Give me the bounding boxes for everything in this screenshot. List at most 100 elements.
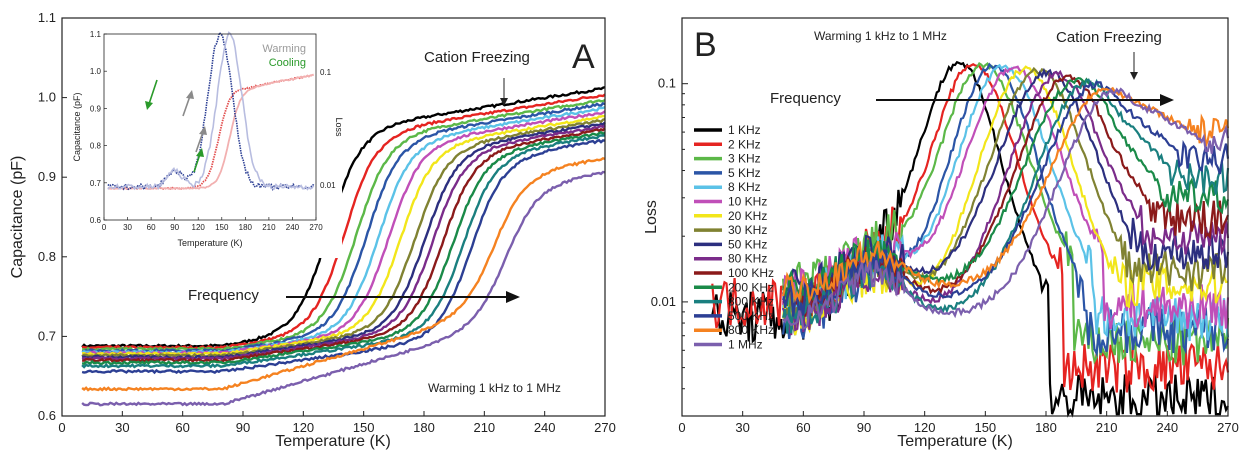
inset-ticks: 0 30 60 90 120 150 180 210 240 270 0.6 0.7 0.8 0.9 1.0… xyxy=(90,30,323,232)
panel-a-xtick: 90 xyxy=(236,420,250,435)
panel-a-ytick: 0.6 xyxy=(38,408,56,423)
inset-legend-cooling: Cooling xyxy=(269,57,306,69)
legend-label: 20 KHz xyxy=(728,209,767,223)
inset-ytick: 1.1 xyxy=(90,30,102,39)
panel-a-letter: A xyxy=(572,38,595,76)
panel-a-series-line xyxy=(81,134,605,369)
inset-ytick: 0.9 xyxy=(90,104,102,113)
panel-b-frame xyxy=(681,17,1229,417)
panel-a-frequency: Frequency xyxy=(188,287,259,304)
panel-b-letter: B xyxy=(694,26,717,64)
inset-y2label: Loss xyxy=(334,117,344,137)
panel-b-ticks: 0 30 60 90 120 150 180 210 240 270 0.01 0.1 xyxy=(651,76,1239,435)
panel-b-xtick: 180 xyxy=(1035,420,1057,435)
legend-label: 30 KHz xyxy=(728,223,767,237)
panel-b-frequency-arrow xyxy=(876,94,1174,106)
inset-series xyxy=(107,31,315,192)
panel-a-xtick: 150 xyxy=(353,420,375,435)
panel-b-xtick: 30 xyxy=(735,420,749,435)
panel-b-series xyxy=(711,60,1230,418)
panel-b-ytick: 0.01 xyxy=(651,294,676,309)
inset-xtick: 90 xyxy=(170,223,179,232)
panel-b-xtick: 240 xyxy=(1156,420,1178,435)
panel-b-xtick: 60 xyxy=(796,420,810,435)
legend-label: 5 KHz xyxy=(728,166,761,180)
legend-label: 8 KHz xyxy=(728,180,761,194)
legend-label: 500 KHz xyxy=(728,309,774,323)
panel-a-xtick: 210 xyxy=(473,420,495,435)
panel-b-cation-freezing: Cation Freezing xyxy=(1056,29,1162,46)
panel-a-warming: Warming 1 kHz to 1 MHz xyxy=(428,381,561,395)
inset-ytick: 0.7 xyxy=(90,179,102,188)
panel-b-xtick: 270 xyxy=(1217,420,1239,435)
panel-a-xtick: 0 xyxy=(58,420,65,435)
inset-ytick: 0.8 xyxy=(90,142,102,151)
panel-b-xtick: 150 xyxy=(974,420,996,435)
panel-a-cation-arrow xyxy=(500,78,508,106)
panel-a-series-line xyxy=(81,130,606,366)
inset-xtick: 270 xyxy=(309,223,323,232)
legend-label: 3 KHz xyxy=(728,152,761,166)
panel-a-series-line xyxy=(81,118,606,359)
panel-a-xtick: 30 xyxy=(115,420,129,435)
panel-a-series-line xyxy=(81,156,606,392)
panel-b-warming: Warming 1 kHz to 1 MHz xyxy=(814,29,947,43)
inset-xtick: 0 xyxy=(102,223,107,232)
panel-a-ytick: 1.1 xyxy=(38,10,56,25)
inset-xlabel: Temperature (K) xyxy=(177,238,242,248)
panel-a-series-line xyxy=(81,170,606,407)
panel-a-series-line xyxy=(82,127,606,364)
panel-a-ytick: 1.0 xyxy=(38,90,56,105)
inset-arrows xyxy=(145,79,207,173)
inset-y2tick-0: 0.1 xyxy=(320,68,332,77)
panel-a-xtick: 180 xyxy=(413,420,435,435)
panel-b-ylabel: Loss xyxy=(643,200,660,234)
legend-label: 300 KHz xyxy=(728,295,774,309)
panel-b-xtick: 0 xyxy=(678,420,685,435)
inset-xtick: 30 xyxy=(123,223,132,232)
panel-a-ytick: 0.8 xyxy=(38,249,56,264)
inset-xtick: 120 xyxy=(192,223,206,232)
legend-label: 80 KHz xyxy=(728,252,767,266)
legend-label: 10 KHz xyxy=(728,195,767,209)
panel-a-cation-freezing: Cation Freezing xyxy=(424,49,530,66)
legend-label: 1 MHz xyxy=(728,338,763,352)
panel-a-xlabel: Temperature (K) xyxy=(275,433,391,450)
panel-a-series-line xyxy=(81,85,606,349)
legend-label: 200 KHz xyxy=(728,280,774,294)
panel-a-ytick: 0.7 xyxy=(38,328,56,343)
inset-xtick: 180 xyxy=(239,223,253,232)
panel-b-cation-arrow xyxy=(1130,52,1138,80)
panel-a-frame xyxy=(61,17,606,417)
panel-b-ytick: 0.1 xyxy=(658,76,676,91)
panel-b-series-line xyxy=(782,86,1230,305)
panel-b-series-line xyxy=(782,62,1230,358)
panel-a-xtick: 60 xyxy=(175,420,189,435)
inset-xtick: 150 xyxy=(215,223,229,232)
inset-loss-line xyxy=(107,31,315,191)
legend-label: 1 KHz xyxy=(728,123,761,137)
panel-a-series-line xyxy=(82,114,606,357)
inset-ytick: 1.0 xyxy=(90,67,102,76)
legend-label: 2 KHz xyxy=(728,137,761,151)
panel-a: 0 30 60 90 120 150 180 210 240 270 0.6 0.7 0.8 0.9 1.0… xyxy=(9,10,616,450)
inset-ytick: 0.6 xyxy=(90,216,102,225)
panel-a-xtick: 270 xyxy=(594,420,616,435)
panel-b-xtick: 210 xyxy=(1096,420,1118,435)
legend-label: 100 KHz xyxy=(728,266,774,280)
panel-b-xtick: 90 xyxy=(857,420,871,435)
panel-a-series xyxy=(81,85,606,407)
panel-a-ytick: 0.9 xyxy=(38,169,56,184)
inset-loss-line xyxy=(107,31,315,192)
panel-a-ticks: 0 30 60 90 120 150 180 210 240 270 0.6 0.7 0.8 0.9 1.0… xyxy=(38,10,616,435)
inset-xtick: 210 xyxy=(262,223,276,232)
legend-label: 800 KHz xyxy=(728,323,774,337)
panel-a-frequency-arrow xyxy=(286,291,520,303)
panel-a-series-line xyxy=(82,121,606,360)
inset-xtick: 60 xyxy=(147,223,156,232)
inset-xtick: 240 xyxy=(286,223,300,232)
panel-b: 0 30 60 90 120 150 180 210 240 270 0.01 0.1 Tempera… xyxy=(643,17,1239,450)
inset-frame xyxy=(103,33,317,221)
